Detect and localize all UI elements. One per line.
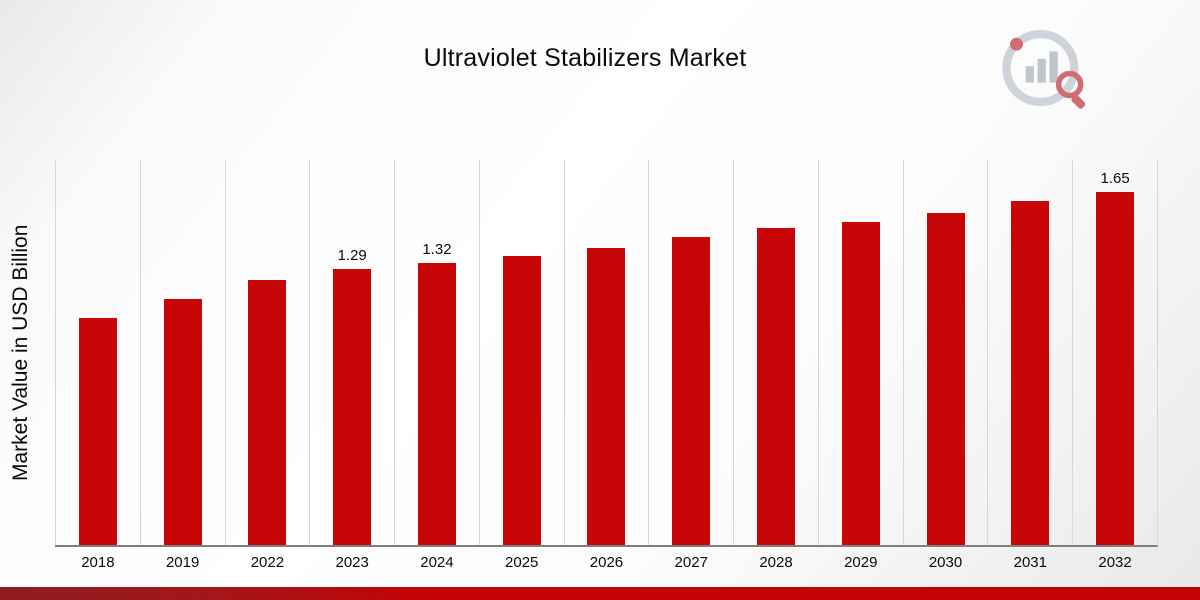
market-research-logo-icon xyxy=(998,24,1090,112)
bar-group: 2022 xyxy=(224,160,310,571)
bar-group: 1.65 2032 xyxy=(1072,160,1157,571)
bar: 1.29 xyxy=(333,247,372,545)
bar xyxy=(248,279,287,545)
bar-group: 2028 xyxy=(733,160,818,571)
bar xyxy=(163,299,202,545)
bar-group: 1.32 2024 xyxy=(394,160,479,571)
bar-group: 2027 xyxy=(648,160,733,571)
bar-group: 2025 xyxy=(478,160,564,571)
bar-group: 2018 xyxy=(55,160,140,571)
bar xyxy=(78,318,117,545)
bar-chart-plot-area: 2018 2019 2022 1.29 2023 1.32 2024 2025 2026 2027… xyxy=(55,160,1158,571)
chart-title: Ultraviolet Stabilizers Market xyxy=(423,44,747,72)
x-tick-label: 2030 xyxy=(928,554,963,571)
bar-group: 2031 xyxy=(987,160,1072,571)
bar: 1.65 xyxy=(1096,170,1135,545)
bar-group: 1.29 2023 xyxy=(309,160,394,571)
bar-value-label: 1.29 xyxy=(337,247,367,265)
logo-graphic-icon xyxy=(1002,29,1086,109)
x-tick-label: 2019 xyxy=(165,554,200,571)
footer-accent-bar xyxy=(0,587,1200,600)
bar xyxy=(587,247,626,545)
bar xyxy=(502,256,541,545)
bar-value-label: 1.32 xyxy=(422,240,452,258)
bar xyxy=(1011,200,1050,545)
x-tick-label: 2022 xyxy=(250,554,285,571)
bar-value-label: 1.65 xyxy=(1100,170,1130,188)
bar-group: 2019 xyxy=(139,160,225,571)
x-tick-label: 2023 xyxy=(335,554,369,571)
x-tick-label: 2024 xyxy=(420,554,454,571)
bar-group: 2026 xyxy=(563,160,649,571)
x-tick-label: 2031 xyxy=(1013,554,1047,571)
y-axis-label: Market Value in USD Billion xyxy=(9,224,32,481)
x-tick-label: 2026 xyxy=(589,554,624,571)
bar xyxy=(672,237,711,545)
x-tick-label: 2029 xyxy=(844,554,878,571)
bar: 1.32 xyxy=(417,241,456,545)
bar-group: 2029 xyxy=(817,160,903,571)
x-tick-label: 2028 xyxy=(759,554,793,571)
bar xyxy=(926,213,965,545)
bar-group: 2030 xyxy=(902,160,988,571)
bar xyxy=(841,222,880,545)
x-tick-label: 2032 xyxy=(1098,554,1132,571)
bar xyxy=(757,228,795,545)
x-tick-label: 2025 xyxy=(505,554,539,571)
x-tick-label: 2018 xyxy=(81,554,115,571)
x-tick-label: 2027 xyxy=(674,554,708,571)
